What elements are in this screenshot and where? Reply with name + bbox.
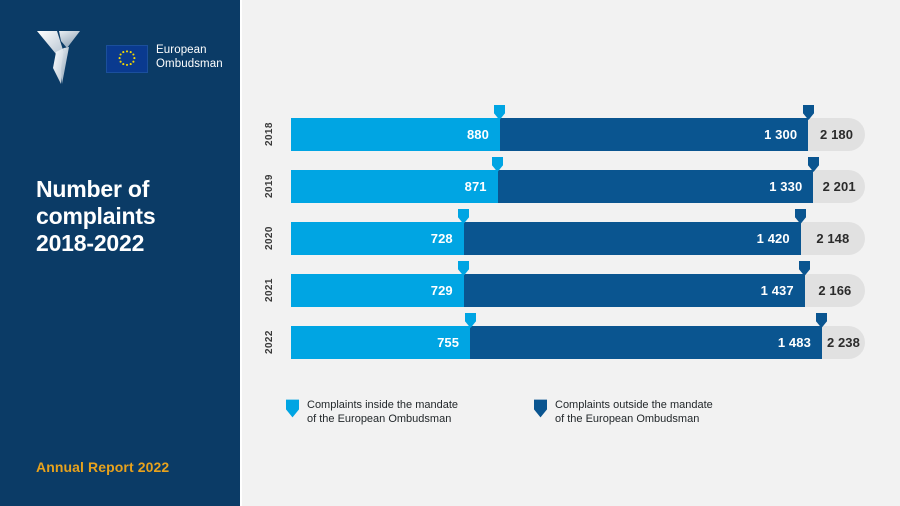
pin-marker-outside-icon [816, 313, 828, 328]
bar-row: 2022 755 1 483 2 238 [262, 312, 890, 364]
segment-inside-mandate[interactable]: 729 [291, 274, 464, 307]
segment-inside-mandate[interactable]: 871 [291, 170, 498, 203]
pin-marker-inside-icon [458, 261, 470, 276]
segment-inside-value: 880 [466, 127, 489, 142]
segment-total: 2 148 [800, 222, 865, 255]
pin-marker-outside-icon [807, 157, 819, 172]
segment-outside-value: 1 330 [769, 179, 803, 194]
segment-outside-value: 1 420 [756, 231, 790, 246]
bar-row: 2019 871 1 330 2 201 [262, 156, 890, 208]
pin-marker-outside-icon [799, 261, 811, 276]
legend-label: Complaints outside the mandate of the Eu… [555, 399, 713, 425]
segment-inside-value: 729 [430, 283, 453, 298]
segment-inside-mandate[interactable]: 755 [291, 326, 471, 359]
bar-track: 755 1 483 2 238 [291, 313, 865, 359]
pin-marker-outside-icon [795, 209, 807, 224]
bar-row: 2021 729 1 437 2 166 [262, 260, 890, 312]
chart-area: 2018 880 1 300 2 180 2019 871 1 330 2 201 2020 72… [242, 0, 900, 506]
organisation-line-2: Ombudsman [156, 58, 223, 70]
year-label: 2018 [264, 122, 275, 146]
bar-row: 2020 728 1 420 2 148 [262, 208, 890, 260]
segment-total-value: 2 238 [826, 335, 860, 350]
bar-chart-rows: 2018 880 1 300 2 180 2019 871 1 330 2 201 2020 72… [262, 104, 890, 364]
pin-marker-inside-icon [458, 209, 470, 224]
left-title-panel: European Ombudsman Number of complaints 20… [0, 0, 240, 506]
chart-legend: Complaints inside the mandate of the Eur… [286, 398, 886, 438]
segment-total-value: 2 201 [822, 179, 856, 194]
segment-outside-mandate[interactable]: 1 330 [497, 170, 814, 203]
report-footer-label: Annual Report 2022 [36, 459, 170, 475]
page-title: Number of complaints 2018-2022 [36, 176, 226, 257]
segment-total-value: 2 180 [820, 127, 854, 142]
year-label: 2021 [264, 278, 275, 302]
european-ombudsman-logo: European Ombudsman [36, 28, 223, 88]
segment-inside-mandate[interactable]: 880 [291, 118, 500, 151]
bar-track: 728 1 420 2 148 [291, 209, 865, 255]
year-label: 2019 [264, 174, 275, 198]
segment-inside-value: 871 [464, 179, 487, 194]
year-label: 2020 [264, 226, 275, 250]
page-title-line: Number of [36, 176, 150, 202]
bar-track: 871 1 330 2 201 [291, 157, 865, 203]
segment-total: 2 180 [808, 118, 865, 151]
bar-track: 880 1 300 2 180 [291, 105, 865, 151]
legend-item: Complaints inside the mandate of the Eur… [286, 398, 458, 426]
segment-outside-mandate[interactable]: 1 483 [470, 326, 822, 359]
pin-marker-light-blue-icon [286, 399, 299, 418]
pin-marker-inside-icon [494, 105, 506, 120]
page-title-line: complaints [36, 203, 156, 229]
segment-total: 2 166 [804, 274, 865, 307]
segment-total: 2 201 [813, 170, 865, 203]
segment-outside-mandate[interactable]: 1 300 [499, 118, 809, 151]
segment-inside-value: 728 [430, 231, 453, 246]
organisation-line-1: European [156, 44, 207, 56]
segment-total: 2 238 [821, 326, 865, 359]
segment-inside-value: 755 [437, 335, 460, 350]
pin-marker-dark-blue-icon [534, 399, 547, 418]
legend-label: Complaints inside the mandate of the Eur… [307, 399, 459, 425]
organisation-name: European Ombudsman [156, 43, 223, 71]
segment-outside-mandate[interactable]: 1 420 [463, 222, 801, 255]
eu-flag-icon [106, 45, 148, 73]
segment-total-value: 2 148 [816, 231, 850, 246]
bar-track: 729 1 437 2 166 [291, 261, 865, 307]
segment-total-value: 2 166 [818, 283, 852, 298]
pin-marker-outside-icon [802, 105, 814, 120]
segment-outside-value: 1 300 [764, 127, 798, 142]
legend-item: Complaints outside the mandate of the Eu… [534, 398, 713, 426]
segment-outside-mandate[interactable]: 1 437 [463, 274, 805, 307]
segment-outside-value: 1 437 [760, 283, 794, 298]
year-label: 2022 [264, 330, 275, 354]
segment-outside-value: 1 483 [777, 335, 811, 350]
bar-row: 2018 880 1 300 2 180 [262, 104, 890, 156]
bird-logo-icon [36, 28, 90, 86]
pin-marker-inside-icon [492, 157, 504, 172]
pin-marker-inside-icon [464, 313, 476, 328]
page-title-line: 2018-2022 [36, 230, 145, 256]
panel-divider [240, 0, 242, 506]
segment-inside-mandate[interactable]: 728 [291, 222, 464, 255]
